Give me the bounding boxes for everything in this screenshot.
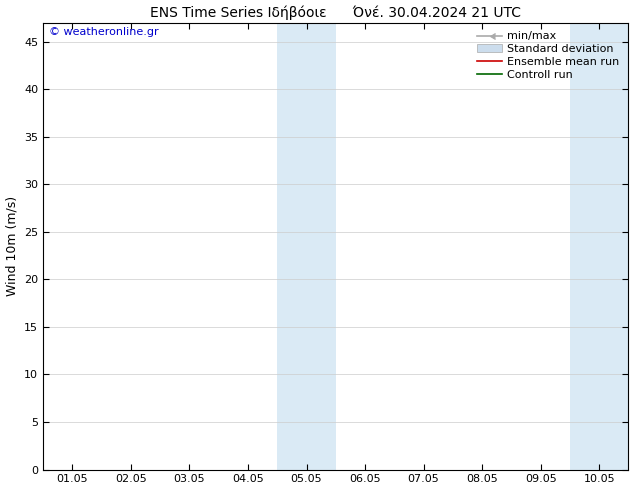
Legend: min/max, Standard deviation, Ensemble mean run, Controll run: min/max, Standard deviation, Ensemble me… <box>474 28 623 83</box>
Text: © weatheronline.gr: © weatheronline.gr <box>49 27 158 37</box>
Y-axis label: Wind 10m (m/s): Wind 10m (m/s) <box>6 196 18 296</box>
Bar <box>277 23 336 469</box>
Title: ENS Time Series Ιδήβόοιε      Όνέ. 30.04.2024 21 UTC: ENS Time Series Ιδήβόοιε Όνέ. 30.04.2024… <box>150 5 521 20</box>
Bar <box>570 23 628 469</box>
